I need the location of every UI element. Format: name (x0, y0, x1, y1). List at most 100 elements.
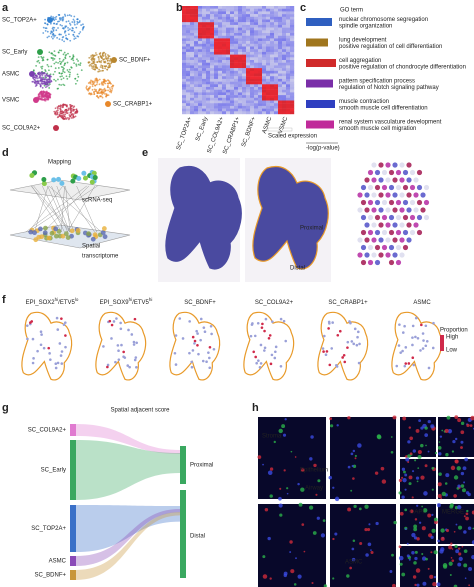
heat-cell (222, 70, 227, 74)
heat-cell (238, 16, 243, 20)
cluster-label: SC_BDNF+ (119, 58, 151, 64)
heat-cell (254, 95, 259, 98)
nucleus (273, 440, 276, 444)
map-spot (395, 364, 399, 368)
heat-cell (186, 84, 191, 88)
heat-cell (210, 35, 215, 39)
heat-cell (238, 51, 243, 55)
umap-point (109, 88, 112, 91)
heat-cell (262, 81, 267, 85)
umap-point (101, 89, 104, 91)
heat-cell (274, 81, 279, 85)
umap-point (70, 66, 73, 69)
heat-cell (274, 6, 279, 9)
nucleus (367, 527, 371, 532)
spot (392, 162, 398, 168)
heat-cell (258, 103, 263, 107)
spot (357, 237, 363, 243)
map-spot (264, 317, 268, 321)
heat-cell (270, 54, 275, 58)
heat-cell (234, 46, 239, 50)
heat-cell (198, 54, 203, 58)
heat-cell (202, 84, 207, 88)
spot (367, 244, 374, 251)
heat-cell (274, 97, 279, 101)
umap-point (73, 109, 76, 111)
cluster-label: SC_TOP2A+ (2, 18, 37, 24)
umap-point (76, 58, 78, 61)
umap-point (77, 35, 80, 38)
heat-cell (282, 51, 287, 55)
map-spot (411, 343, 414, 347)
umap-point (50, 15, 53, 18)
heat-cell (262, 43, 267, 47)
heat-cell (254, 8, 259, 12)
spot (371, 237, 377, 243)
nucleus (322, 519, 326, 522)
spot (416, 199, 423, 206)
nucleus (414, 459, 417, 462)
umap-point (62, 103, 64, 106)
map-spot (353, 327, 357, 331)
nucleus (347, 507, 352, 512)
spot (413, 222, 419, 228)
spot (371, 222, 377, 228)
heat-cell (254, 57, 259, 61)
heat-cell (286, 51, 291, 55)
cluster-dot (47, 17, 53, 23)
map-spot (260, 326, 264, 329)
map-spot (110, 323, 114, 327)
heat-cell (266, 27, 271, 31)
spot (395, 184, 402, 191)
heat-cell (254, 19, 259, 23)
umap-point (73, 35, 76, 38)
heat-cell (218, 108, 223, 112)
heat-cell (194, 76, 199, 80)
heat-cell (290, 105, 295, 109)
umap-point (91, 85, 94, 88)
spot (63, 231, 69, 237)
legend-high: High (446, 335, 458, 341)
spot (392, 252, 398, 258)
heat-cell (250, 54, 255, 58)
heat-cell (226, 22, 231, 26)
nucleus (460, 430, 465, 435)
heat-cell (270, 73, 275, 77)
umap-point (99, 52, 101, 55)
heat-cell (186, 11, 191, 15)
nucleus (469, 424, 473, 427)
heat-cell (270, 16, 275, 20)
heat-cell (266, 14, 271, 17)
heat-cell (290, 24, 295, 28)
heat-cell (282, 14, 287, 17)
cluster-dot (37, 49, 43, 55)
heat-cell (230, 68, 235, 71)
heat-cell (230, 8, 235, 12)
heat-cell (214, 24, 219, 28)
map-spot (346, 346, 349, 349)
umap-point (34, 79, 37, 82)
heat-cell (186, 70, 191, 74)
heat-cell (218, 105, 223, 109)
umap-point (59, 75, 62, 78)
spot (409, 214, 416, 221)
heat-cell (214, 43, 219, 47)
go-term: muscle contraction (339, 99, 389, 105)
nucleus (467, 492, 471, 497)
heat-cell (222, 87, 227, 90)
heat-cell (242, 105, 247, 109)
heat-cell (246, 27, 251, 31)
nucleus (463, 515, 466, 518)
heat-cell (286, 11, 291, 15)
umap-point (44, 76, 47, 79)
heat-cell (194, 84, 199, 88)
heat-cell (278, 84, 283, 88)
heat-cell (226, 6, 231, 9)
heat-cell (194, 73, 199, 77)
umap-point (39, 96, 41, 98)
heat-cell (270, 97, 275, 101)
umap-point (73, 23, 76, 26)
spot (402, 214, 409, 221)
micro-label: DAPI (410, 510, 424, 516)
heat-cell (250, 6, 255, 9)
